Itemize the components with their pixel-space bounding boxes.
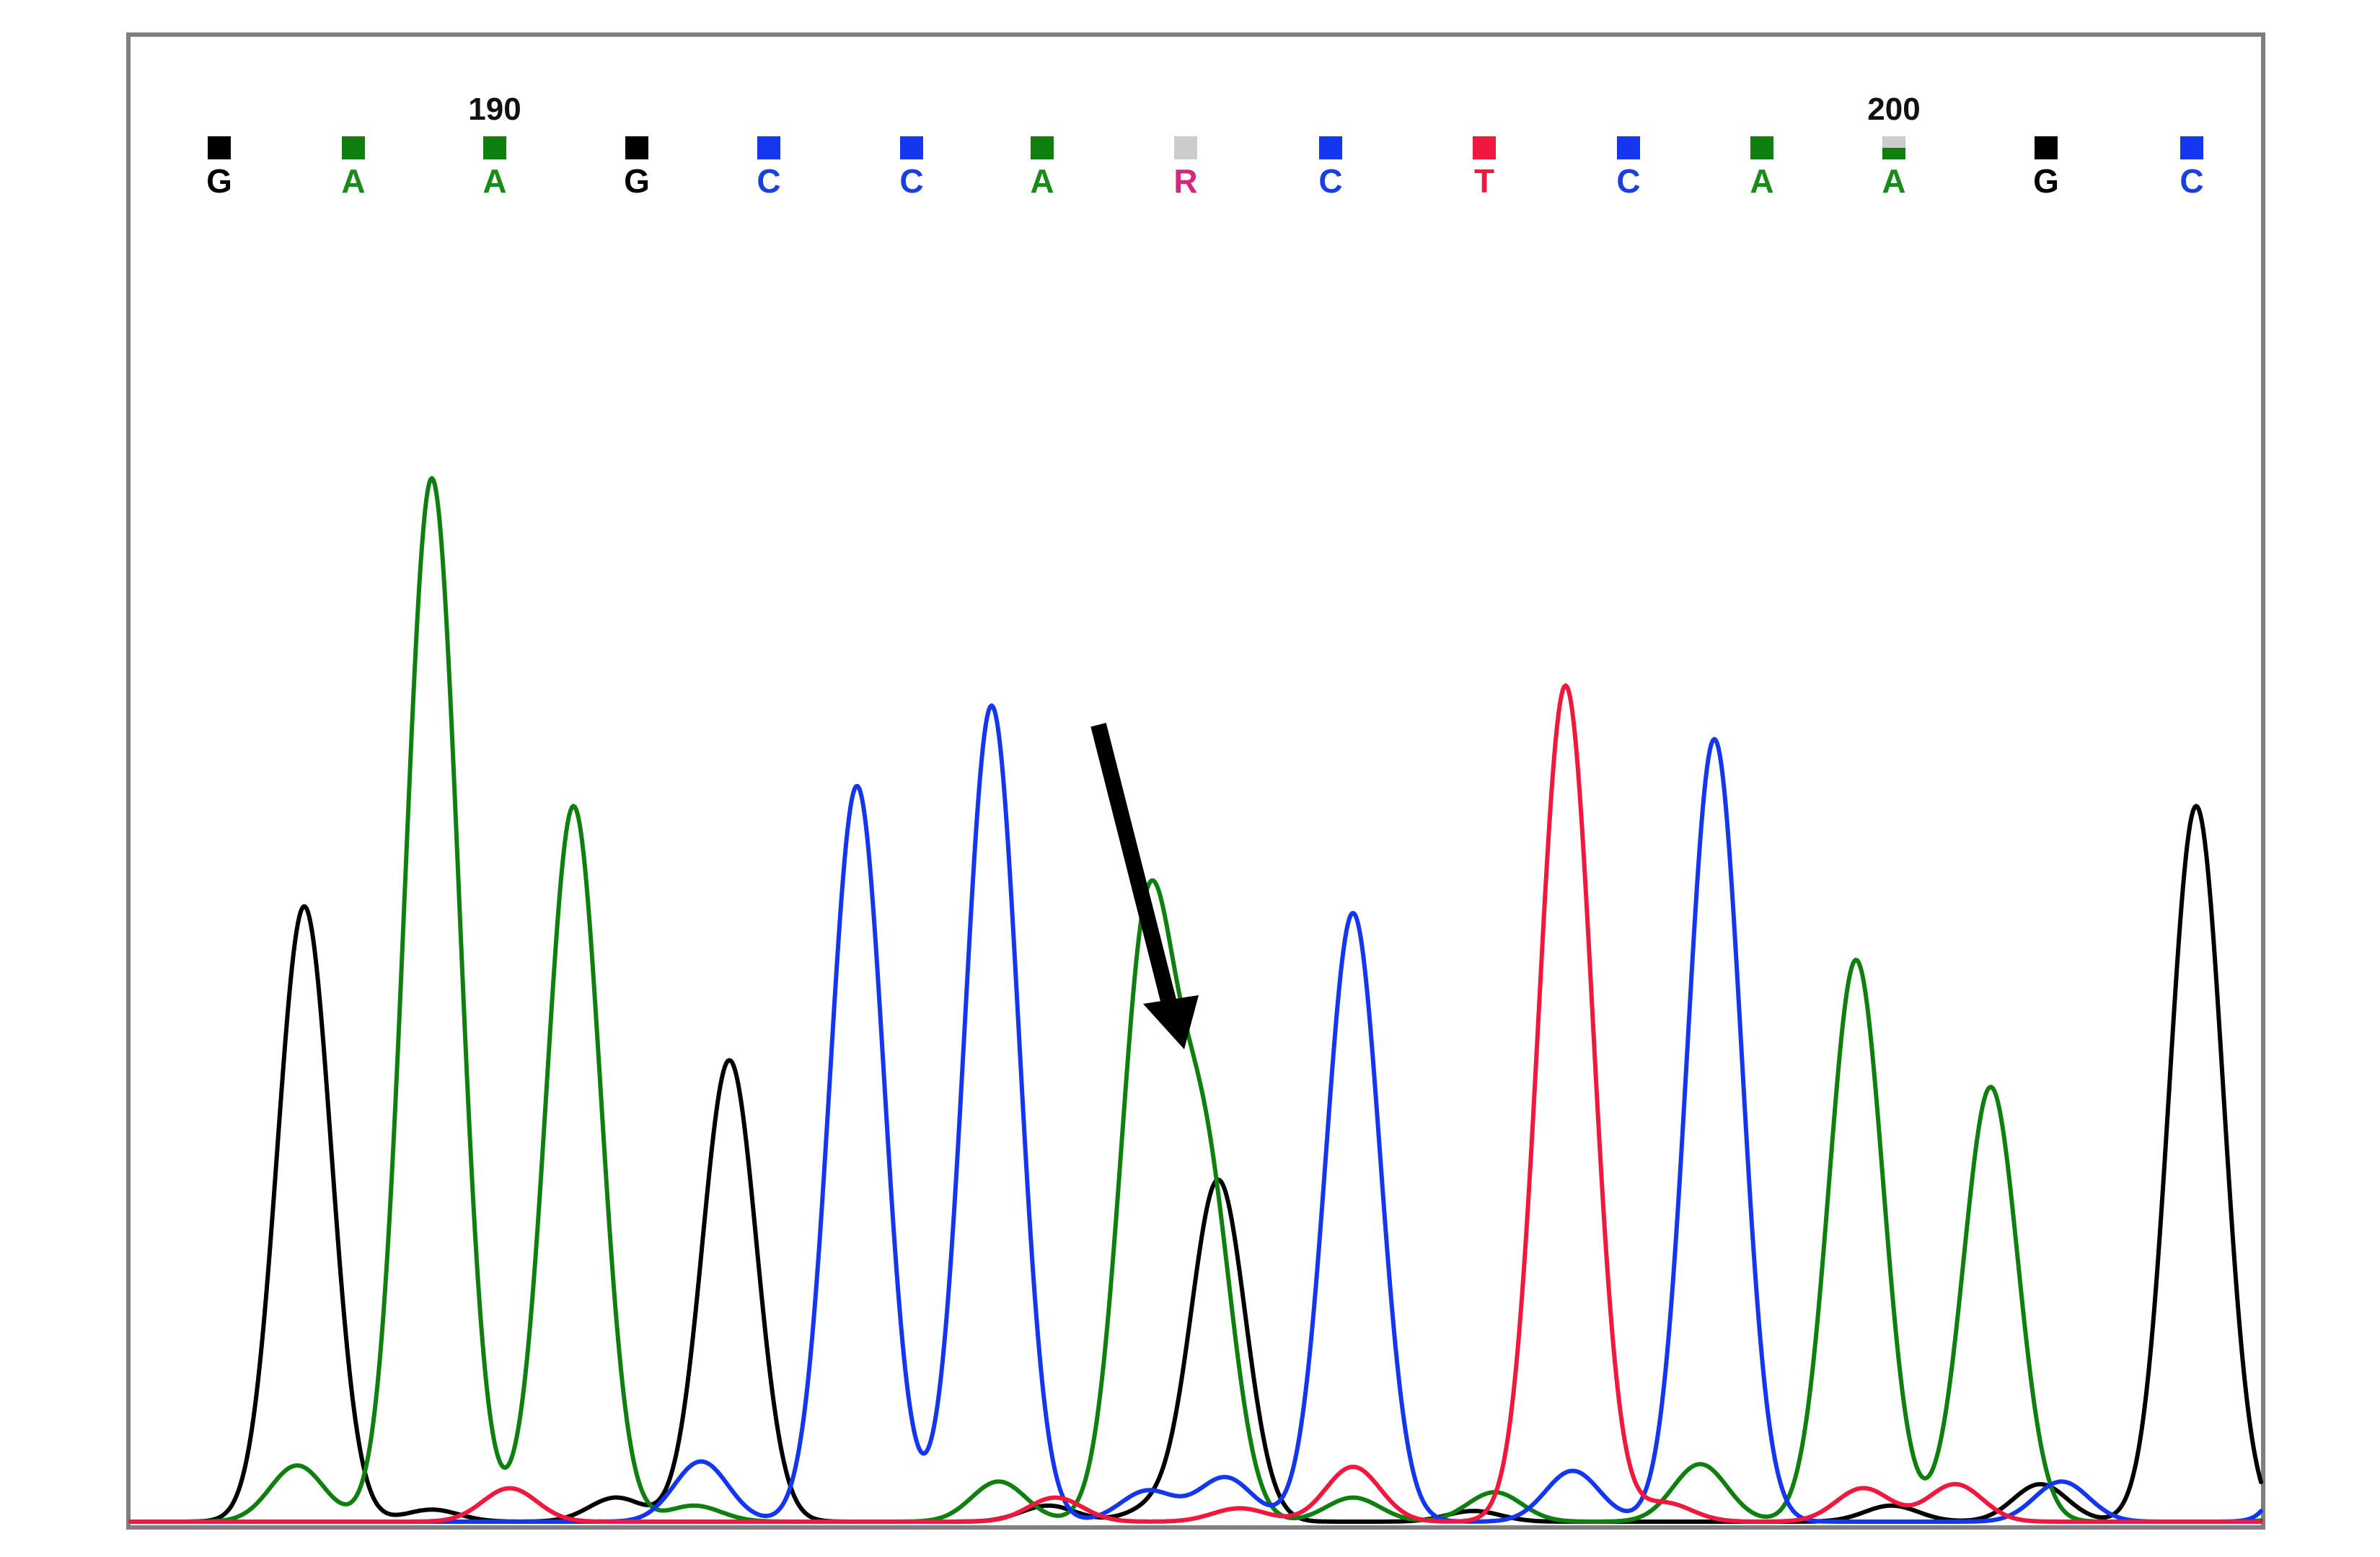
plot-frame — [126, 32, 2265, 1530]
trace-t — [128, 683, 2263, 1524]
base-letter: T — [1474, 162, 1494, 200]
base-letter: G — [2033, 162, 2059, 200]
position-label: 190 — [468, 92, 521, 127]
base-marker — [342, 136, 365, 159]
base-marker — [2035, 136, 2058, 159]
base-letter: G — [206, 162, 232, 200]
base-letter: G — [624, 162, 650, 200]
trace-c — [128, 703, 2263, 1524]
base-marker — [1319, 136, 1342, 159]
base-letter: C — [1616, 162, 1640, 200]
base-marker — [1617, 136, 1640, 159]
heterozygous-site-arrow — [1090, 723, 1199, 1049]
base-letter: C — [899, 162, 923, 200]
base-marker — [625, 136, 648, 159]
base-marker — [1750, 136, 1773, 159]
base-marker — [1882, 136, 1905, 148]
base-letter: R — [1173, 162, 1197, 200]
base-letter: C — [2180, 162, 2203, 200]
base-marker — [1031, 136, 1054, 159]
position-labels: 190 200 — [468, 92, 1920, 127]
position-label: 200 — [1867, 92, 1920, 127]
base-marker — [1473, 136, 1496, 159]
base-marker — [757, 136, 780, 159]
base-call-markers — [208, 136, 2203, 159]
base-letter: A — [1882, 162, 1905, 200]
base-letter: A — [482, 162, 506, 200]
base-marker — [208, 136, 231, 159]
base-marker — [1174, 136, 1197, 159]
base-letter: C — [1318, 162, 1342, 200]
base-letter: A — [1750, 162, 1773, 200]
base-marker — [2180, 136, 2203, 159]
base-letter: A — [341, 162, 365, 200]
arrow-shaft — [1090, 723, 1178, 1008]
trace-layer — [128, 476, 2263, 1524]
base-marker — [900, 136, 923, 159]
base-letter: C — [757, 162, 780, 200]
base-letter: A — [1030, 162, 1054, 200]
arrow-head — [1143, 995, 1199, 1049]
base-marker-secondary — [1882, 148, 1905, 159]
base-marker — [483, 136, 506, 159]
trace-a — [128, 476, 2263, 1524]
